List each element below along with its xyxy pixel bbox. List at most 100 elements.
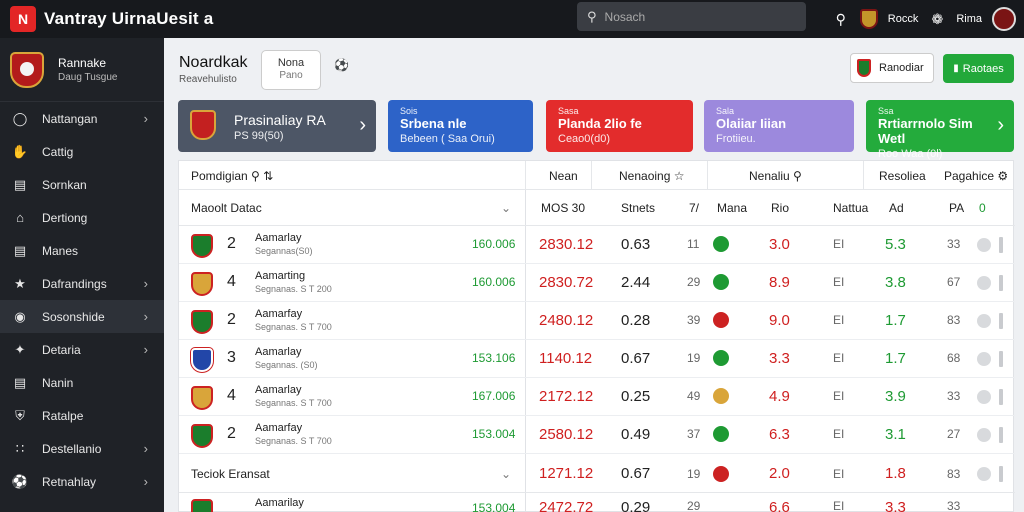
top-link-2[interactable]: Rima: [956, 13, 982, 25]
sidebar-item-label: Nanin: [42, 375, 74, 390]
page-subtitle: Reavehulisto: [179, 74, 237, 85]
value-cell: 1140.12: [539, 350, 593, 367]
soccer-ball-icon[interactable]: ⚽: [334, 58, 349, 72]
summary-card[interactable]: Ssa Rrtiarrnolo Sim Wetl Roo Waa (0l) ›: [866, 100, 1014, 160]
group-col: Nattua: [833, 200, 869, 215]
summary-card[interactable]: Sois Srbena nle Bebeen ( Saa Orui): [388, 100, 533, 152]
group-row[interactable]: Teciok Eransat ⌄ 1271.12 0.67 19 2.0 EI …: [179, 455, 1015, 493]
sidebar-item-3[interactable]: ⌂ Dertiong: [0, 201, 164, 234]
value-cell: 39: [687, 313, 701, 327]
secondary-button-label: Ranodiar: [879, 62, 924, 74]
flame-icon[interactable]: ❁: [931, 10, 944, 27]
table-row[interactable]: 4 Aamarlay Segannas. S T 700 167.006 2172.12…: [179, 378, 1015, 416]
sidebar-title: Rannake: [58, 56, 107, 70]
header-col5[interactable]: Resoliea: [879, 169, 926, 183]
sidebar-item-11[interactable]: ⚽ Retnahlay ›: [0, 465, 164, 498]
header-col1[interactable]: Pomdigian ⚲ ⇅: [191, 169, 274, 183]
card-small: Sala: [716, 106, 735, 116]
avatar[interactable]: [992, 7, 1016, 31]
sidebar-item-2[interactable]: ▤ Sornkan: [0, 168, 164, 201]
chevron-right-icon: ›: [997, 114, 1004, 136]
club-crest-icon: [191, 348, 213, 372]
summary-card[interactable]: Prasinaliay RA PS 99(50) ›: [178, 100, 376, 152]
sidebar-item-9[interactable]: ⛨ Ratalpe: [0, 399, 164, 432]
value-cell: EI: [833, 499, 845, 512]
drag-handle[interactable]: [999, 275, 1003, 291]
sidebar-item-label: Dafrandings: [42, 276, 107, 291]
drag-handle[interactable]: [999, 351, 1003, 367]
drag-handle[interactable]: [999, 427, 1003, 443]
chevron-down-icon[interactable]: ⌄: [501, 466, 512, 481]
hand-icon: ✋: [11, 143, 29, 159]
toggle-icon[interactable]: [977, 428, 991, 442]
header-col4[interactable]: Nenaliu ⚲: [749, 169, 802, 183]
sidebar-item-0[interactable]: ◯ Nattangan ›: [0, 102, 164, 135]
group-label: Maoolt Datac: [191, 200, 262, 215]
club-crest-icon: [191, 386, 213, 410]
value-cell: 9.0: [769, 312, 790, 329]
club-crest-icon: [190, 110, 216, 140]
sort-icon: ⚲ ⇅: [251, 169, 274, 183]
club-crest-icon[interactable]: [859, 9, 878, 29]
sidebar-item-4[interactable]: ▤ Manes: [0, 234, 164, 267]
sidebar-item-8[interactable]: ▤ Nanin: [0, 366, 164, 399]
header-col3[interactable]: Nenaoing ☆: [619, 169, 685, 183]
table-row[interactable]: Aamarilay 153.004 2472.72 0.29 29 6.6 EI…: [179, 493, 1015, 512]
secondary-button[interactable]: Ranodiar: [850, 53, 934, 83]
sidebar-item-10[interactable]: ∷ Destellanio ›: [0, 432, 164, 465]
table-row[interactable]: 2 Aamarlay Segannas(S0) 160.006 2830.12 0.63 1…: [179, 226, 1015, 264]
search-box[interactable]: ⚲: [577, 2, 806, 31]
table-row[interactable]: 2 Aamarfay Segnanas. S T 700 2480.12 0.28 39 9…: [179, 302, 1015, 340]
status-dot: [713, 274, 729, 290]
table-row[interactable]: 2 Aamarfay Segnanas. S T 700 153.004 2580.12…: [179, 416, 1015, 454]
app-logo[interactable]: N: [10, 6, 36, 32]
value-cell: 19: [687, 351, 701, 365]
search-icon[interactable]: ⚲: [835, 10, 846, 27]
drag-handle[interactable]: [999, 466, 1003, 482]
primary-button[interactable]: ▮ Raotaes: [943, 54, 1014, 83]
toggle-icon[interactable]: [977, 390, 991, 404]
sidebar-item-label: Ratalpe: [42, 408, 84, 423]
value-cell: 0.28: [621, 312, 651, 329]
drag-handle[interactable]: [999, 389, 1003, 405]
rank-cell: 2: [227, 235, 236, 252]
sidebar-item-label: Nattangan: [42, 111, 98, 126]
value-cell: 67: [947, 275, 961, 289]
toggle-icon[interactable]: [977, 314, 991, 328]
drag-handle[interactable]: [999, 313, 1003, 329]
toggle-icon[interactable]: [977, 467, 991, 481]
toggle-icon[interactable]: [977, 276, 991, 290]
table-row[interactable]: 3 Aamarlay Segannas. (S0) 153.106 1140.12 0.6…: [179, 340, 1015, 378]
page-title: Noardkak: [179, 54, 248, 71]
team-sub: Segannas(S0): [255, 246, 313, 256]
group-col: Stnets: [621, 200, 656, 215]
value-cell: 19: [687, 466, 701, 481]
card-sub: Roo Waa (0l): [878, 148, 943, 160]
value-cell: EI: [833, 313, 845, 327]
sidebar-item-7[interactable]: ✦ Detaria ›: [0, 333, 164, 366]
sidebar-header: Rannake Daug Tusgue: [0, 38, 164, 102]
header-col2[interactable]: Nean: [549, 169, 578, 183]
toggle-icon[interactable]: [977, 238, 991, 252]
chevron-down-icon[interactable]: ⌄: [501, 200, 512, 215]
header-col6[interactable]: Pagahice ⚙: [944, 169, 1009, 183]
club-crest-icon: [857, 59, 871, 77]
rank-cell: 3: [227, 349, 236, 366]
value-cell: 0.63: [621, 236, 651, 253]
sidebar-item-1[interactable]: ✋ Cattig: [0, 135, 164, 168]
sidebar-item-5[interactable]: ★ Dafrandings ›: [0, 267, 164, 300]
drag-handle[interactable]: [999, 237, 1003, 253]
summary-card[interactable]: Sasa Planda 2lio fe Ceao0(d0): [546, 100, 693, 152]
chevron-right-icon: ›: [359, 114, 366, 136]
top-link-1[interactable]: Rocck: [887, 13, 919, 25]
search-input[interactable]: [604, 9, 785, 24]
chevron-right-icon: ›: [143, 342, 148, 357]
table-row[interactable]: 4 Aamarting Segnanas. S T 200 160.006 2830.7…: [179, 264, 1015, 302]
group-row[interactable]: Maoolt Datac ⌄ MOS 30 Stnets 7/ Mana Rio…: [179, 190, 1015, 226]
sidebar-item-6[interactable]: ◉ Sosonshide ›: [0, 300, 164, 333]
summary-card[interactable]: Sala Olaiiar Iiian Frotiieu.: [704, 100, 854, 152]
odds-cell: 167.006: [472, 389, 516, 403]
value-cell: EI: [833, 351, 845, 365]
toggle-icon[interactable]: [977, 352, 991, 366]
filter-chip[interactable]: Nona Pano: [261, 50, 321, 90]
